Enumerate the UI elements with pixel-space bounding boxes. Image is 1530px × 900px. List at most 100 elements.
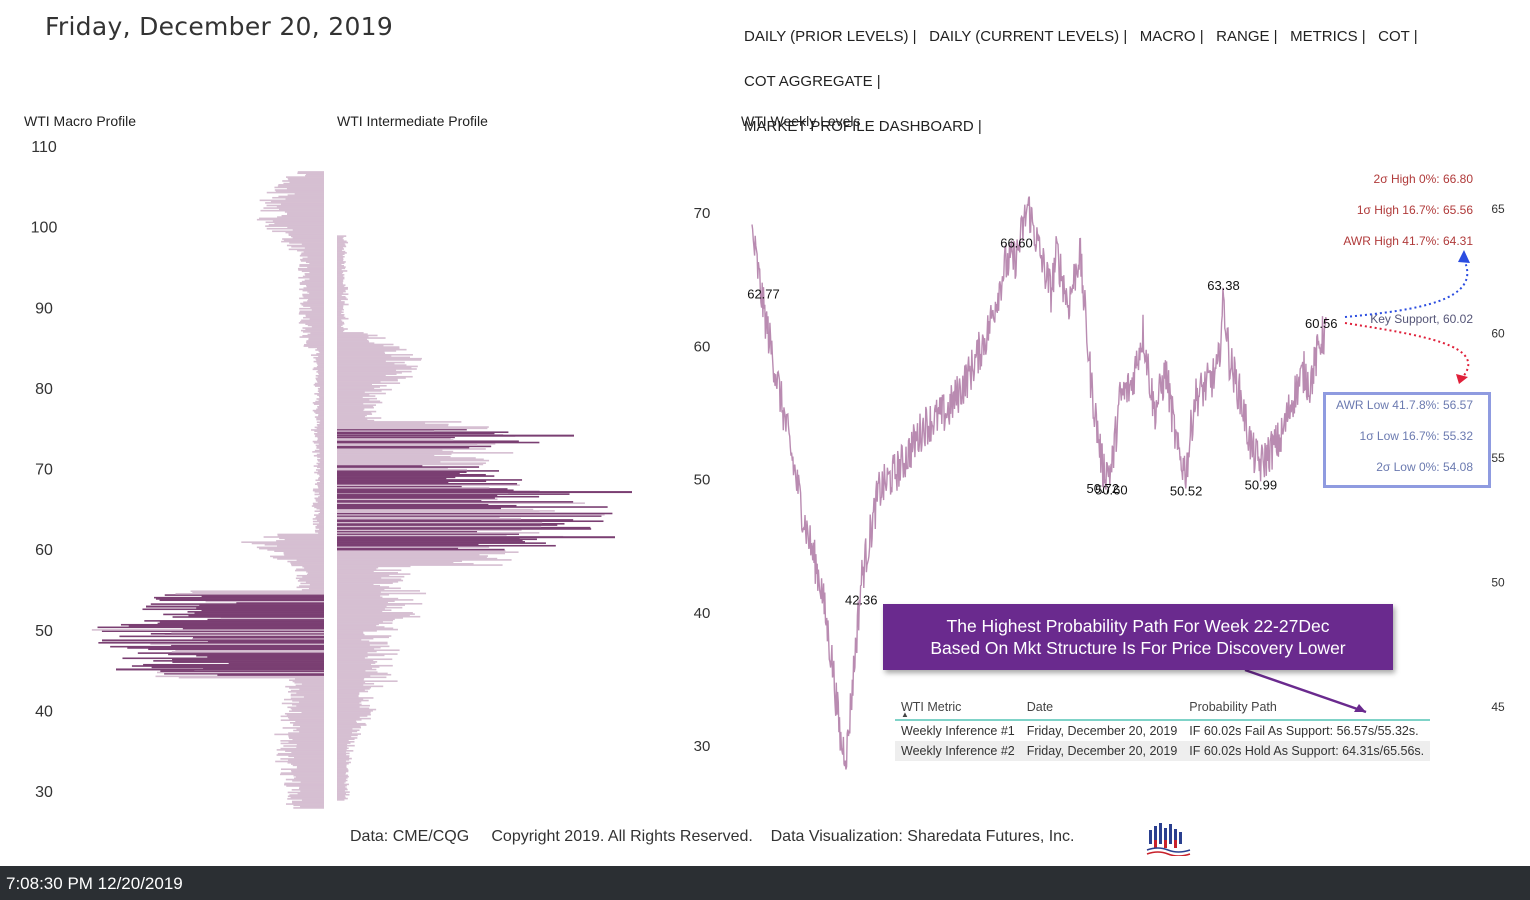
intermediate-profile-bar (337, 751, 346, 753)
macro-tick-label: 40 (35, 703, 53, 720)
nav-metrics[interactable]: METRICS | (1290, 28, 1366, 45)
intermediate-profile-bar (337, 666, 380, 668)
macro-profile-bar (303, 696, 324, 698)
macro-profile-bar (315, 412, 324, 414)
macro-profile-bar (284, 211, 324, 213)
macro-profile-bar (312, 368, 324, 371)
intermediate-profile-bar (337, 473, 486, 476)
macro-profile-bar (314, 471, 324, 474)
intermediate-profile-bar (337, 301, 345, 303)
macro-profile-bar (131, 665, 324, 667)
intermediate-profile-bar (337, 599, 414, 601)
macro-profile-bar (287, 212, 324, 215)
intermediate-profile-bar (337, 546, 490, 548)
macro-profile-bar (313, 360, 324, 363)
nav-cot-aggregate[interactable]: COT AGGREGATE | (744, 73, 881, 90)
macro-profile-bar (313, 356, 324, 359)
nav-market-profile-dashboard[interactable]: MARKET PROFILE DASHBOARD | (744, 118, 982, 135)
intermediate-profile-bar (337, 562, 474, 565)
intermediate-profile-title: WTI Intermediate Profile (337, 113, 488, 129)
intermediate-profile-bar (337, 324, 343, 326)
intermediate-profile-bar (337, 739, 349, 742)
intermediate-profile-bar (337, 764, 347, 766)
macro-profile-bar (299, 578, 324, 581)
intermediate-profile-bar (337, 601, 388, 604)
intermediate-profile-bar (337, 526, 591, 529)
intermediate-profile-bar (337, 457, 476, 459)
intermediate-profile-bar (337, 689, 365, 692)
macro-profile-bar (288, 178, 324, 181)
intermediate-profile-bar (337, 590, 420, 592)
intermediate-profile-bar (337, 243, 345, 245)
intermediate-profile-bar (337, 619, 394, 622)
macro-profile-bar (317, 438, 324, 440)
intermediate-profile-bar (337, 348, 407, 351)
macro-profile-bar (315, 469, 324, 471)
intermediate-profile-bar (337, 363, 395, 365)
intermediate-profile-bar (337, 511, 540, 513)
nav-daily-prior[interactable]: DAILY (PRIOR LEVELS) | (744, 28, 917, 45)
intermediate-profile-bar (337, 664, 393, 667)
macro-profile-bar (279, 208, 324, 211)
macro-profile-bar (236, 602, 324, 604)
col-metric[interactable]: WTI Metric ▲ (895, 696, 1021, 721)
macro-profile-bar (150, 603, 324, 605)
callout-line-1: The Highest Probability Path For Week 22… (946, 616, 1330, 636)
intermediate-profile-bar (337, 713, 371, 716)
nav-daily-current[interactable]: DAILY (CURRENT LEVELS) | (929, 28, 1128, 45)
intermediate-profile-bar (337, 266, 346, 268)
intermediate-profile-bar (337, 458, 484, 461)
macro-profile-bar (314, 382, 324, 385)
nav-range[interactable]: RANGE | (1216, 28, 1278, 45)
intermediate-profile-bar (337, 791, 350, 793)
macro-profile-bar (310, 354, 324, 356)
col-probability-path[interactable]: Probability Path (1183, 696, 1431, 721)
macro-profile-bar (155, 675, 324, 678)
intermediate-profile-bar (337, 623, 379, 626)
macro-profile-bar (318, 496, 324, 498)
intermediate-profile-bar (337, 755, 350, 757)
macro-profile-bar (309, 583, 324, 586)
nav-cot[interactable]: COT | (1378, 28, 1418, 45)
macro-profile-bar (290, 796, 324, 799)
macro-profile-bar (284, 554, 324, 556)
intermediate-profile-bar (337, 581, 399, 583)
col-date[interactable]: Date (1020, 696, 1184, 721)
intermediate-profile-bar (337, 515, 602, 517)
macro-profile-bar (289, 718, 324, 720)
intermediate-profile-bar (337, 503, 489, 506)
intermediate-profile-bar (337, 548, 505, 551)
nav-macro[interactable]: MACRO | (1139, 28, 1204, 45)
macro-profile-bar (286, 244, 324, 247)
macro-profile-bar (299, 336, 324, 338)
macro-profile-bar (288, 233, 324, 235)
intermediate-profile-bar (337, 650, 377, 653)
sort-ascending-icon[interactable]: ▲ (901, 710, 909, 719)
intermediate-profile-bar (337, 529, 522, 532)
macro-profile-bar (317, 381, 324, 384)
macro-profile-bar (316, 427, 324, 430)
intermediate-profile-bar (337, 760, 346, 762)
weekly-right-tick-label: 45 (1491, 700, 1505, 714)
intermediate-profile-bar (337, 370, 412, 373)
macro-profile-bar (316, 398, 324, 400)
macro-profile-bar (297, 792, 324, 795)
intermediate-profile-bar (337, 307, 344, 310)
intermediate-profile-bar (337, 439, 454, 441)
macro-profile-bar (298, 322, 324, 324)
macro-profile-bar (292, 724, 324, 727)
intermediate-profile-bar (337, 261, 346, 263)
intermediate-profile-bar (337, 524, 558, 526)
weekly-right-axis: 65 60 55 50 45 (1491, 202, 1505, 714)
inference-table: WTI Metric ▲ Date Probability Path Weekly… (895, 696, 1431, 761)
macro-profile-bar (192, 591, 324, 594)
macro-profile-bar (292, 229, 324, 231)
macro-profile-bar (307, 300, 324, 302)
macro-profile-bar (228, 662, 324, 665)
macro-profile-bar (316, 507, 324, 510)
intermediate-profile-bar (337, 378, 398, 381)
intermediate-profile-bar (337, 661, 378, 663)
intermediate-profile-bar (337, 365, 418, 368)
intermediate-profile-bar (337, 341, 370, 343)
table-row: Weekly Inference #2 Friday, December 20,… (895, 741, 1431, 761)
